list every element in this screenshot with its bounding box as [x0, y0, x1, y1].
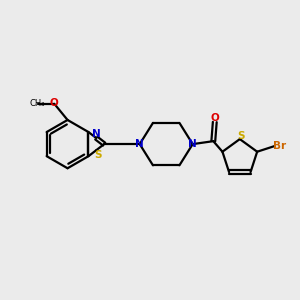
Text: O: O	[50, 98, 59, 108]
Text: N: N	[135, 139, 144, 149]
Text: N: N	[188, 139, 197, 149]
Text: N: N	[92, 129, 101, 139]
Text: S: S	[94, 150, 101, 160]
Text: Br: Br	[273, 141, 286, 151]
Text: O: O	[210, 113, 219, 124]
Text: S: S	[238, 131, 245, 141]
Text: CH₃: CH₃	[30, 99, 45, 108]
